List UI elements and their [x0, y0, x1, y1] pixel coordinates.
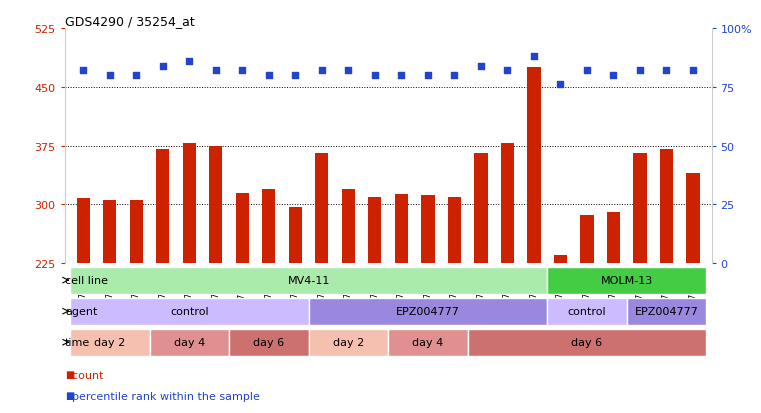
- Bar: [554, 256, 567, 413]
- Text: cell line: cell line: [65, 275, 108, 285]
- Bar: [368, 197, 381, 413]
- Point: [554, 82, 566, 88]
- Bar: [686, 173, 699, 413]
- Text: MV4-11: MV4-11: [288, 275, 330, 285]
- Text: day 2: day 2: [333, 337, 364, 347]
- Text: ■: ■: [65, 369, 75, 379]
- Bar: [547, 298, 627, 325]
- Bar: [70, 267, 547, 294]
- Text: ■: ■: [65, 390, 75, 400]
- Bar: [388, 329, 468, 356]
- Bar: [70, 298, 308, 325]
- Bar: [315, 154, 329, 413]
- Bar: [633, 154, 647, 413]
- Bar: [209, 146, 222, 413]
- Bar: [308, 298, 547, 325]
- Text: EPZ004777: EPZ004777: [635, 306, 699, 316]
- Bar: [547, 267, 706, 294]
- Text: time: time: [65, 337, 91, 347]
- Point: [130, 73, 142, 79]
- Bar: [468, 329, 706, 356]
- Bar: [183, 144, 196, 413]
- Point: [687, 68, 699, 74]
- Bar: [229, 329, 308, 356]
- Bar: [342, 189, 355, 413]
- Text: day 6: day 6: [253, 337, 285, 347]
- Bar: [103, 201, 116, 413]
- Bar: [660, 150, 673, 413]
- Text: control: control: [568, 306, 607, 316]
- Text: GDS4290 / 35254_at: GDS4290 / 35254_at: [65, 15, 194, 28]
- Text: EPZ004777: EPZ004777: [396, 306, 460, 316]
- Point: [448, 73, 460, 79]
- Point: [475, 63, 487, 70]
- Text: control: control: [170, 306, 209, 316]
- Bar: [607, 213, 620, 413]
- Text: agent: agent: [65, 306, 97, 316]
- Point: [157, 63, 169, 70]
- Point: [183, 59, 196, 65]
- Bar: [77, 199, 90, 413]
- Point: [369, 73, 381, 79]
- Point: [316, 68, 328, 74]
- Point: [395, 73, 407, 79]
- Bar: [236, 193, 249, 413]
- Bar: [422, 195, 435, 413]
- Point: [210, 68, 222, 74]
- Bar: [288, 207, 302, 413]
- Text: day 4: day 4: [412, 337, 444, 347]
- Text: MOLM-13: MOLM-13: [600, 275, 653, 285]
- Bar: [149, 329, 229, 356]
- Point: [634, 68, 646, 74]
- Point: [263, 73, 275, 79]
- Point: [661, 68, 673, 74]
- Point: [581, 68, 593, 74]
- Bar: [501, 144, 514, 413]
- Text: count: count: [65, 370, 103, 380]
- Text: day 4: day 4: [174, 337, 205, 347]
- Bar: [70, 329, 149, 356]
- Point: [607, 73, 619, 79]
- Bar: [395, 195, 408, 413]
- Text: day 6: day 6: [572, 337, 603, 347]
- Point: [422, 73, 434, 79]
- Point: [103, 73, 116, 79]
- Point: [342, 68, 355, 74]
- Point: [236, 68, 248, 74]
- Bar: [581, 215, 594, 413]
- Bar: [156, 150, 170, 413]
- Bar: [474, 154, 488, 413]
- Bar: [527, 68, 540, 413]
- Bar: [447, 197, 461, 413]
- Point: [528, 54, 540, 60]
- Bar: [129, 201, 143, 413]
- Bar: [308, 329, 388, 356]
- Bar: [627, 298, 706, 325]
- Point: [77, 68, 89, 74]
- Point: [289, 73, 301, 79]
- Text: percentile rank within the sample: percentile rank within the sample: [65, 391, 260, 401]
- Bar: [263, 189, 275, 413]
- Text: day 2: day 2: [94, 337, 126, 347]
- Point: [501, 68, 514, 74]
